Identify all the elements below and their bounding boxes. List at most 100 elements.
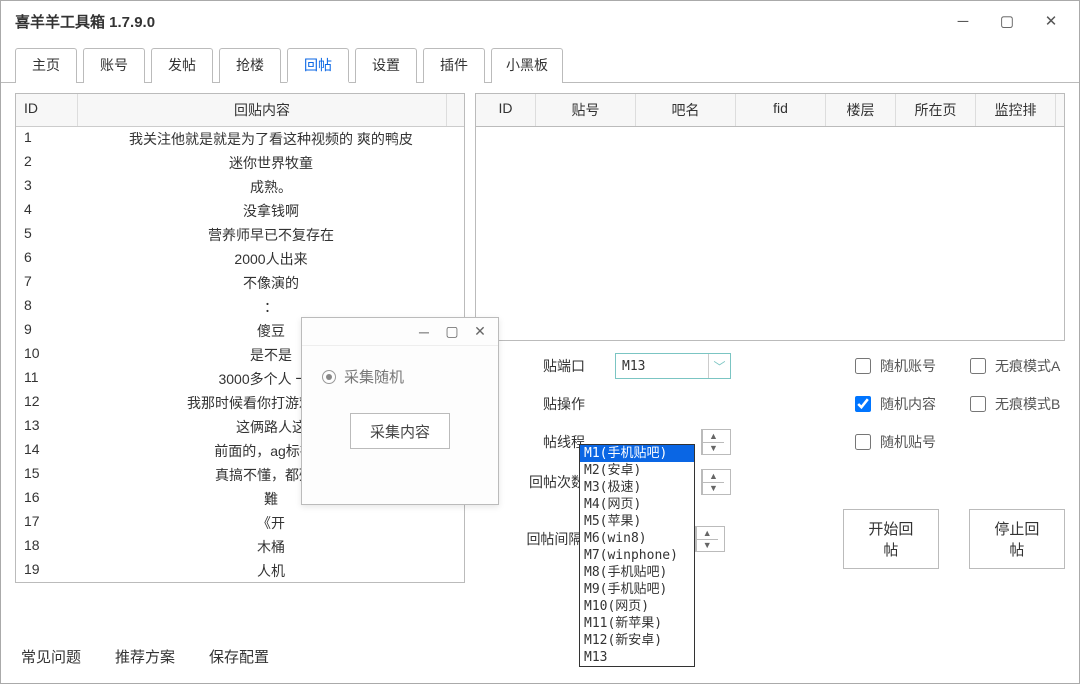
save-config-link[interactable]: 保存配置 [209,646,269,667]
dropdown-option[interactable]: M4(网页) [580,496,694,513]
table-row[interactable]: 3成熟。 [16,175,464,199]
cell-id: 8 [16,295,78,319]
cell-id: 17 [16,511,78,535]
label-op: 贴操作 [521,394,585,414]
checkbox-mode-b[interactable]: 无痕模式B [966,393,1060,415]
col-header[interactable]: fid [736,94,826,126]
table-row[interactable]: 1我关注他就是就是为了看这种视频的 爽的鸭皮 [16,127,464,151]
interval-spinner-2[interactable]: ▲▼ [695,526,725,552]
minimize-button[interactable]: ─ [941,4,985,38]
cell-content: 营养师早已不复存在 [78,223,464,247]
cell-id: 13 [16,415,78,439]
table-row[interactable]: 17《开 [16,511,464,535]
dropdown-option[interactable]: M6(win8) [580,530,694,547]
collect-random-radio[interactable]: 采集随机 [302,346,498,393]
port-dropdown-list[interactable]: M1(手机贴吧)M2(安卓)M3(极速)M4(网页)M5(苹果)M6(win8)… [579,444,695,667]
table-row[interactable]: 8： [16,295,464,319]
cell-content: 迷你世界牧童 [78,151,464,175]
col-header[interactable]: 贴号 [536,94,636,126]
faq-link[interactable]: 常见问题 [21,646,81,667]
tab-7[interactable]: 小黑板 [491,48,563,83]
cell-id: 15 [16,463,78,487]
collect-content-button[interactable]: 采集内容 [350,413,450,449]
col-header[interactable]: 吧名 [636,94,736,126]
dropdown-option[interactable]: M10(网页) [580,598,694,615]
tab-3[interactable]: 抢楼 [219,48,281,83]
cell-content: ： [78,295,464,319]
stop-reply-button[interactable]: 停止回帖 [969,509,1065,569]
cell-id: 19 [16,559,78,582]
label-thread: 帖线程 [521,432,585,452]
cell-id: 1 [16,127,78,151]
dropdown-option[interactable]: M9(手机贴吧) [580,581,694,598]
tab-6[interactable]: 插件 [423,48,485,83]
dialog-minimize-icon[interactable]: ─ [410,322,438,342]
right-pane: ID贴号吧名fid楼层所在页监控排 贴端口 M13 ﹀ 随机账号 无痕模式A [475,93,1065,583]
chevron-down-icon: ﹀ [708,354,730,378]
dropdown-option[interactable]: M8(手机贴吧) [580,564,694,581]
col-header-id[interactable]: ID [16,94,78,126]
col-header-content[interactable]: 回贴内容 [78,94,447,126]
dropdown-option[interactable]: M13 [580,649,694,666]
cell-id: 6 [16,247,78,271]
maximize-button[interactable]: ▢ [985,4,1029,38]
close-button[interactable]: ✕ [1029,4,1073,38]
footer-links: 常见问题 推荐方案 保存配置 [21,646,269,667]
dropdown-option[interactable]: M5(苹果) [580,513,694,530]
dropdown-option[interactable]: M11(新苹果) [580,615,694,632]
table-row[interactable]: 4没拿钱啊 [16,199,464,223]
horizontal-scrollbar[interactable] [476,322,1064,340]
count-spinner[interactable]: ▲▼ [701,469,731,495]
checkbox-mode-a[interactable]: 无痕模式A [966,355,1060,377]
start-reply-button[interactable]: 开始回帖 [843,509,939,569]
col-header[interactable]: ID [476,94,536,126]
dropdown-option[interactable]: M1(手机贴吧) [580,445,694,462]
task-table-header: ID贴号吧名fid楼层所在页监控排 [475,93,1065,127]
tab-0[interactable]: 主页 [15,48,77,83]
cell-content: 人机 [78,559,464,582]
port-combo[interactable]: M13 ﹀ [615,353,731,379]
cell-content: 不像演的 [78,271,464,295]
label-count: 回帖次数 [521,472,585,492]
checkbox-random-account[interactable]: 随机账号 [851,355,936,377]
tab-1[interactable]: 账号 [83,48,145,83]
window-controls: ─ ▢ ✕ [941,4,1073,38]
col-header[interactable]: 所在页 [896,94,976,126]
form-area: 贴端口 M13 ﹀ 随机账号 无痕模式A 贴操作 随机内容 无痕模式B [475,341,1065,583]
table-row[interactable]: 62000人出来 [16,247,464,271]
dropdown-option[interactable]: M7(winphone) [580,547,694,564]
table-row[interactable]: 2迷你世界牧童 [16,151,464,175]
tab-bar: 主页账号发帖抢楼回帖设置插件小黑板 [1,41,1079,83]
dialog-maximize-icon[interactable]: ▢ [438,322,466,342]
cell-id: 11 [16,367,78,391]
tab-2[interactable]: 发帖 [151,48,213,83]
cell-content: 没拿钱啊 [78,199,464,223]
table-row[interactable]: 7不像演的 [16,271,464,295]
col-header[interactable]: 楼层 [826,94,896,126]
cell-content: 2000人出来 [78,247,464,271]
checkbox-random-content[interactable]: 随机内容 [851,393,936,415]
col-header[interactable]: 监控排 [976,94,1056,126]
dropdown-option[interactable]: M3(极速) [580,479,694,496]
collect-dialog: ─ ▢ ✕ 采集随机 采集内容 [301,317,499,505]
label-port: 贴端口 [521,356,585,376]
cell-id: 2 [16,151,78,175]
cell-id: 9 [16,319,78,343]
table-row[interactable]: 19人机 [16,559,464,582]
table-row[interactable]: 5营养师早已不复存在 [16,223,464,247]
port-combo-value: M13 [616,359,708,374]
checkbox-random-tiehao[interactable]: 随机贴号 [851,431,936,453]
dialog-close-icon[interactable]: ✕ [466,322,494,342]
recommend-link[interactable]: 推荐方案 [115,646,175,667]
thread-spinner[interactable]: ▲▼ [701,429,731,455]
tab-4[interactable]: 回帖 [287,48,349,83]
cell-id: 10 [16,343,78,367]
task-table-body[interactable] [475,127,1065,341]
cell-id: 3 [16,175,78,199]
dropdown-option[interactable]: M12(新安卓) [580,632,694,649]
table-row[interactable]: 18木桶 [16,535,464,559]
cell-id: 16 [16,487,78,511]
dropdown-option[interactable]: M2(安卓) [580,462,694,479]
table-header: ID 回贴内容 [16,94,464,127]
tab-5[interactable]: 设置 [355,48,417,83]
